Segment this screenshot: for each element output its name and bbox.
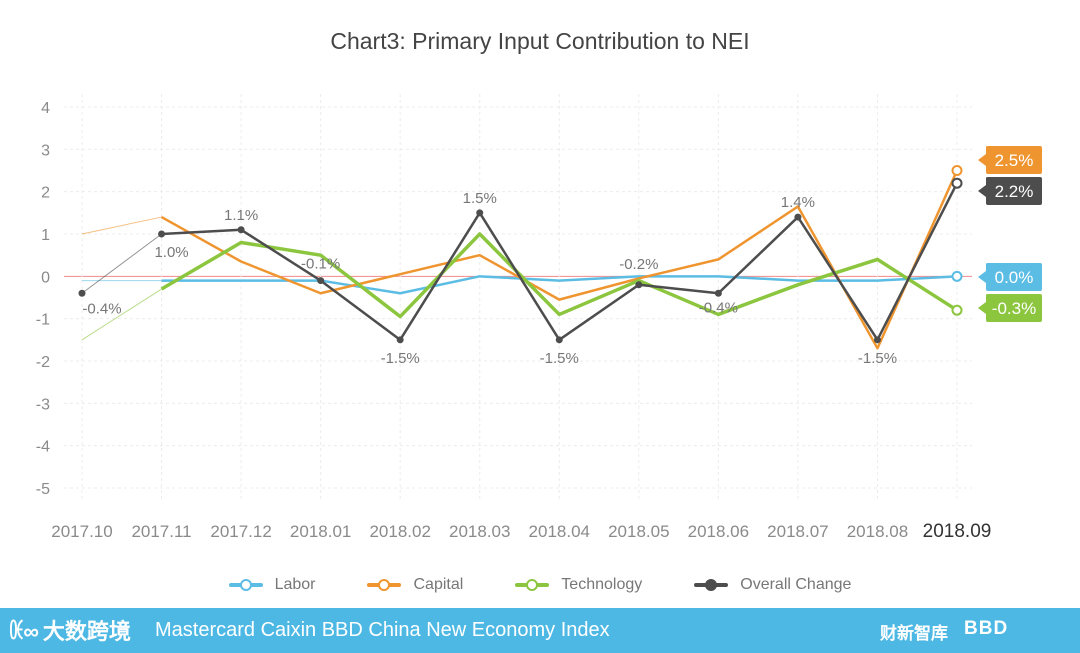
legend-swatch-icon: [515, 574, 550, 596]
end-labels: 0.0% 2.5% -0.3% 2.2%: [978, 146, 1042, 322]
data-label: -0.4%: [82, 300, 121, 317]
logo-text: 大数跨境: [42, 619, 131, 644]
y-tick-label: 3: [41, 142, 50, 159]
y-tick-label: -2: [36, 354, 50, 371]
data-label: 1.0%: [154, 244, 188, 261]
series-points: [78, 165, 963, 344]
series-line-start-overall-change: [81, 233, 162, 294]
chart-title: Chart3: Primary Input Contribution to NE…: [330, 28, 750, 54]
legend-item-technology[interactable]: Technology: [515, 574, 642, 596]
data-label: -1.5%: [540, 350, 579, 367]
data-label: 1.5%: [463, 190, 497, 207]
data-labels: -0.4% 1.0% 1.1% -0.1% -1.5% 1.5% -1.5% -0.2% -0.…: [82, 190, 897, 367]
y-tick-label: 2: [41, 185, 50, 202]
y-tick-label: 4: [41, 100, 50, 117]
series-line-labor: [161, 275, 958, 295]
y-axis: 4 3 2 1 0 -1 -2 -3 -4 -5: [36, 100, 50, 498]
end-label-labor: 0.0%: [995, 268, 1034, 287]
series-point-overall-change: [317, 277, 325, 285]
legend-swatch-icon: [694, 574, 729, 596]
footer-title: Mastercard Caixin BBD China New Economy …: [155, 619, 610, 641]
y-tick-label: -3: [36, 396, 50, 413]
series-lines: [81, 169, 959, 350]
series-end-point-overall-change: [951, 177, 963, 189]
x-tick-label: 2017.11: [131, 522, 191, 541]
end-label-tag-technology: [978, 294, 1042, 322]
end-label-capital: 2.5%: [995, 151, 1034, 170]
series-point-overall-change: [476, 209, 484, 217]
x-tick-label: 2018.06: [688, 522, 749, 541]
y-tick-label: -1: [36, 312, 50, 329]
y-tick-label: 0: [41, 269, 50, 286]
end-label-tag-capital: [978, 146, 1042, 174]
series-point-overall-change: [396, 336, 404, 344]
footer-logo: ꀚ∞ 大数跨境: [8, 614, 131, 646]
x-tick-label: 2018.08: [847, 522, 908, 541]
end-label-tag-labor: [978, 263, 1042, 291]
series-point-overall-change: [555, 336, 563, 344]
x-tick-label: 2018.03: [449, 522, 510, 541]
legend: Labor Capital Technology Overall Change: [0, 574, 1080, 596]
data-label: -1.5%: [858, 350, 897, 367]
end-label-overall-change: 2.2%: [995, 182, 1034, 201]
data-label: 1.4%: [781, 194, 815, 211]
y-tick-label: 1: [41, 227, 50, 244]
bbd-brand: BBD: [964, 618, 1009, 639]
series-point-overall-change: [635, 281, 643, 289]
legend-swatch-icon: [228, 574, 263, 596]
series-line-start-technology: [81, 288, 162, 341]
legend-label: Technology: [561, 576, 643, 593]
legend-item-capital[interactable]: Capital: [367, 574, 463, 596]
caixin-brand: 财新智库: [880, 624, 948, 643]
series-end-point-technology: [951, 304, 963, 316]
series-end-point-capital: [951, 165, 963, 176]
x-tick-label: 2018.09: [923, 521, 992, 542]
series-point-overall-change: [873, 336, 881, 344]
end-label-technology: -0.3%: [992, 299, 1036, 318]
x-tick-label: 2018.02: [369, 522, 430, 541]
data-label: 1.1%: [224, 207, 258, 224]
series-end-point-labor: [951, 270, 963, 282]
legend-label: Overall Change: [740, 576, 852, 593]
legend-label: Capital: [413, 576, 464, 593]
series-point-overall-change: [714, 289, 722, 297]
x-tick-label: 2018.05: [608, 522, 669, 541]
series-line-capital: [160, 169, 959, 350]
series-line-technology: [160, 232, 958, 319]
legend-label: Labor: [274, 576, 316, 593]
x-tick-label: 2018.01: [290, 522, 351, 541]
legend-swatch-icon: [367, 574, 402, 596]
x-tick-label: 2017.10: [51, 522, 112, 541]
legend-item-overall-change[interactable]: Overall Change: [694, 574, 851, 596]
series-point-overall-change: [237, 226, 245, 234]
series-point-overall-change: [78, 289, 86, 297]
series-line-start-capital: [81, 216, 162, 235]
data-label: -0.1%: [301, 256, 340, 273]
x-tick-label: 2017.12: [210, 522, 271, 541]
series-point-overall-change: [794, 213, 802, 221]
x-tick-label: 2018.04: [529, 522, 590, 541]
series-point-overall-change: [158, 230, 166, 238]
end-label-tag-overall-change: [978, 177, 1042, 205]
x-tick-label: 2018.07: [767, 522, 828, 541]
legend-item-labor[interactable]: Labor: [228, 574, 316, 596]
x-axis: 2017.10 2017.11 2017.12 2018.01 2018.02 2018.…: [51, 521, 991, 542]
y-tick-label: -5: [36, 481, 50, 498]
footer-banner: ꀚ∞ 大数跨境 Mastercard Caixin BBD China New …: [0, 608, 1080, 653]
logo-mark-icon: ꀚ∞: [8, 618, 39, 644]
data-label: -0.2%: [619, 256, 658, 273]
data-label: -0.4%: [699, 299, 738, 316]
y-tick-label: -4: [36, 439, 50, 456]
grid-lines: [64, 94, 972, 500]
data-label: -1.5%: [381, 350, 420, 367]
